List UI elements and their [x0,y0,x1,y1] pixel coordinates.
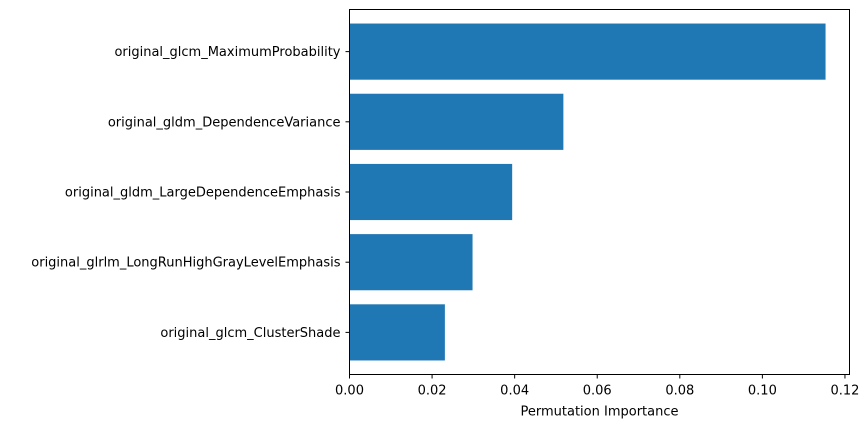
bar-0 [349,23,826,80]
bars-group [349,23,826,361]
plot-frame [349,9,850,375]
x-tick-label-6: 0.12 [830,384,859,399]
x-axis-ticks: 0.00 0.02 0.04 0.06 0.08 0.10 0.12 [335,374,859,399]
y-tick-label-2: original_gldm_LargeDependenceEmphasis [65,186,341,201]
bar-4 [349,304,445,361]
y-tick-label-0: original_glcm_MaximumProbability [114,45,340,60]
bar-2 [349,163,513,221]
y-tick-label-1: original_gldm_DependenceVariance [108,115,341,130]
x-tick-label-5: 0.10 [748,384,777,399]
x-tick-label-1: 0.02 [418,384,447,399]
x-tick-label-4: 0.08 [665,384,694,399]
bar-3 [349,234,473,291]
y-tick-label-3: original_glrlm_LongRunHighGrayLevelEmpha… [31,256,340,271]
x-tick-label-3: 0.06 [583,384,612,399]
y-axis-ticks: original_glcm_MaximumProbability original… [31,45,350,341]
x-axis-label: Permutation Importance [521,405,679,420]
y-tick-label-4: original_glcm_ClusterShade [160,326,340,341]
x-tick-label-0: 0.00 [335,384,364,399]
x-tick-label-2: 0.04 [500,384,529,399]
bar-1 [349,93,564,150]
